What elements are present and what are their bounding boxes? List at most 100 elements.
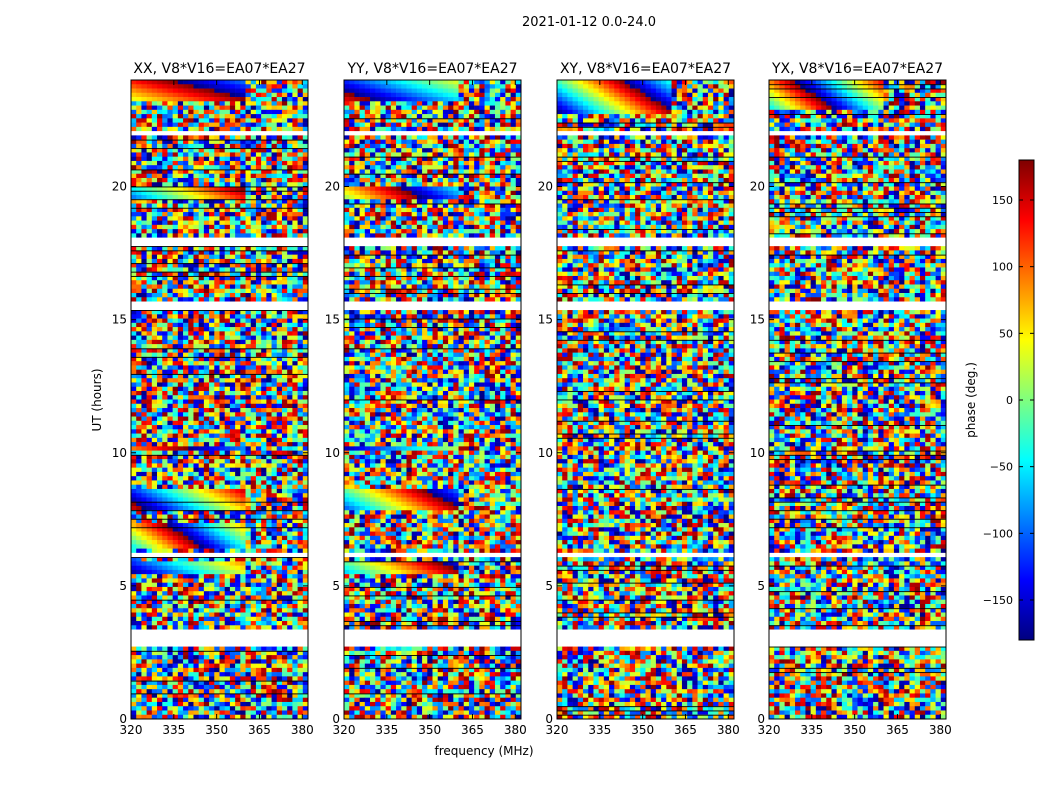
heatmap-cell [298,621,304,626]
heatmap-cell [282,280,288,285]
heatmap-cell [193,408,199,413]
heatmap-cell [303,544,309,549]
heatmap-cell [173,157,179,162]
heatmap-cell [230,485,236,490]
heatmap-cell [266,493,272,498]
heatmap-cell [188,267,194,272]
heatmap-cell [152,391,158,396]
heatmap-cell [141,706,147,711]
heatmap-cell [266,395,272,400]
heatmap-cell [214,587,220,592]
heatmap-cell [167,297,173,302]
heatmap-cell [443,84,449,89]
heatmap-cell [157,532,163,537]
heatmap-cell [225,617,231,622]
heatmap-cell [277,161,283,166]
heatmap-cell [220,706,226,711]
heatmap-cell [266,157,272,162]
heatmap-cell [261,591,267,596]
heatmap-cell [230,493,236,498]
heatmap-cell [277,451,283,456]
heatmap-cell [193,255,199,260]
heatmap-cell [131,400,137,405]
heatmap-cell [136,446,142,451]
heatmap-cell [292,161,298,166]
heatmap-cell [141,195,147,200]
heatmap-cell [209,365,215,370]
heatmap-cell [256,532,262,537]
heatmap-cell [246,370,252,375]
heatmap-cell [131,284,137,289]
heatmap-cell [157,434,163,439]
heatmap-cell [417,93,423,98]
heatmap-cell [240,621,246,626]
heatmap-cell [235,668,241,673]
heatmap-cell [141,689,147,694]
heatmap-cell [266,468,272,473]
heatmap-cell [240,123,246,128]
heatmap-cell [298,361,304,366]
heatmap-cell [277,391,283,396]
heatmap-cell [235,267,241,272]
heatmap-cell [204,429,210,434]
heatmap-cell [235,182,241,187]
heatmap-cell [220,221,226,226]
heatmap-cell [287,472,293,477]
heatmap-cell [141,344,147,349]
heatmap-cell [287,229,293,234]
heatmap-cell [256,97,262,102]
heatmap-cell [235,225,241,230]
heatmap-cell [261,493,267,498]
heatmap-cell [287,110,293,115]
heatmap-cell [131,617,137,622]
heatmap-cell [298,331,304,336]
heatmap-cell [225,412,231,417]
heatmap-cell [199,284,205,289]
heatmap-cell [147,412,153,417]
heatmap-cell [214,361,220,366]
heatmap-cell [220,468,226,473]
heatmap-cell [157,421,163,426]
heatmap-cell [261,123,267,128]
heatmap-cell [209,391,215,396]
heatmap-cell [370,93,376,98]
heatmap-cell [173,289,179,294]
heatmap-cell [266,451,272,456]
heatmap-cell [141,480,147,485]
heatmap-cell [256,438,262,443]
heatmap-cell [251,101,257,106]
heatmap-cell [298,259,304,264]
heatmap-cell [277,267,283,272]
heatmap-cell [136,280,142,285]
heatmap-cell [147,340,153,345]
heatmap-cell [178,608,184,613]
heatmap-cell [199,174,205,179]
heatmap-cell [380,80,386,85]
heatmap-cell [230,468,236,473]
heatmap-cell [131,561,137,566]
flag-line [131,357,308,358]
heatmap-cell [136,289,142,294]
heatmap-cell [292,378,298,383]
heatmap-cell [162,387,168,392]
heatmap-cell [141,289,147,294]
heatmap-cell [214,353,220,358]
heatmap-cell [235,93,241,98]
heatmap-cell [292,425,298,430]
heatmap-cell [152,685,158,690]
heatmap-cell [199,404,205,409]
heatmap-cell [220,391,226,396]
heatmap-cell [204,106,210,111]
heatmap-cell [246,625,252,630]
heatmap-cell [183,480,189,485]
heatmap-cell [199,382,205,387]
heatmap-cell [277,123,283,128]
x-tick-label: 335 [162,723,185,737]
heatmap-cell [282,344,288,349]
heatmap-cell [256,221,262,226]
heatmap-cell [272,267,278,272]
heatmap-cell [173,438,179,443]
heatmap-cell [193,544,199,549]
heatmap-cell [152,574,158,579]
heatmap-cell [193,434,199,439]
